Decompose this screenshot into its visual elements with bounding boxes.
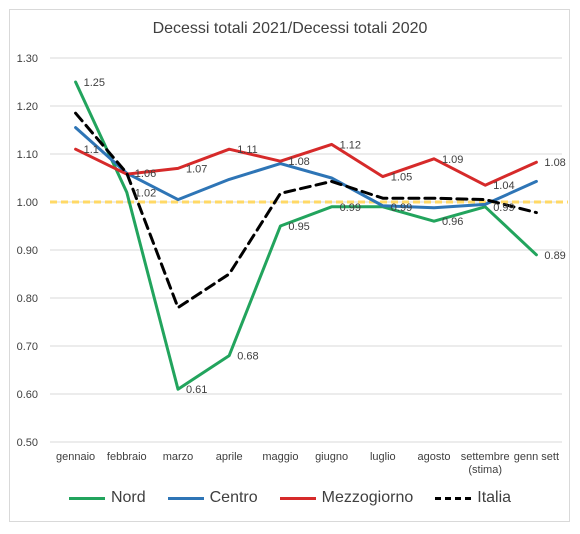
data-label-mezzogiorno: 1.07 (186, 163, 207, 175)
series-line-centro (74, 126, 538, 210)
y-tick-label: 0.50 (17, 437, 38, 449)
y-tick-label: 0.80 (17, 293, 38, 305)
legend-item-mezzogiorno: Mezzogiorno (279, 489, 414, 507)
data-label-nord: 1.02 (135, 187, 156, 199)
data-label-nord: 0.96 (442, 216, 463, 228)
data-label-mezzogiorno: 1.12 (340, 139, 361, 151)
x-tick-label: marzo (163, 451, 194, 463)
data-label-nord: 0.99 (493, 202, 514, 214)
series-line-nord (74, 80, 538, 391)
legend-item-italia: Italia (435, 489, 511, 507)
data-label-nord: 0.89 (544, 250, 565, 262)
legend-swatch (167, 496, 204, 500)
x-tick-label: settembre (461, 451, 510, 463)
data-label-nord: 0.61 (186, 384, 207, 396)
data-label-nord: 0.99 (340, 202, 361, 214)
x-tick-label: gennaio (56, 451, 95, 463)
chart-title: Decessi totali 2021/Decessi totali 2020 (152, 20, 428, 37)
series-line-italia (74, 111, 538, 310)
y-tick-label: 1.20 (17, 101, 38, 113)
x-tick-label: giugno (315, 451, 348, 463)
legend-swatch (279, 496, 316, 500)
x-tick-label: genn sett (514, 451, 559, 463)
chart-frame (9, 9, 570, 522)
legend-swatch (68, 496, 105, 500)
y-tick-label: 0.60 (17, 389, 38, 401)
data-label-mezzogiorno: 1.09 (442, 154, 463, 166)
legend-swatch (435, 496, 472, 500)
data-label-mezzogiorno: 1.04 (493, 180, 514, 192)
y-tick-label: 1.00 (17, 197, 38, 209)
y-tick-label: 0.70 (17, 341, 38, 353)
x-tick-label: aprile (216, 451, 243, 463)
series-line-mezzogiorno (74, 142, 538, 187)
data-label-nord: 0.95 (288, 221, 309, 233)
y-tick-label: 1.10 (17, 149, 38, 161)
data-label-mezzogiorno: 1.08 (544, 157, 565, 169)
legend-item-centro: Centro (167, 489, 258, 507)
x-tick-label: agosto (417, 451, 450, 463)
legend-label: Nord (110, 489, 146, 506)
data-label-mezzogiorno: 1.05 (391, 172, 412, 184)
data-label-nord: 0.99 (391, 202, 412, 214)
x-tick-sublabel: (stima) (468, 464, 502, 476)
data-label-mezzogiorno: 1.08 (288, 156, 309, 168)
data-label-mezzogiorno: 1.1 (84, 144, 99, 156)
x-tick-label: febbraio (107, 451, 147, 463)
data-label-mezzogiorno: 1.11 (237, 144, 258, 156)
chart-legend: Nord Centro Mezzogiorno Italia (0, 487, 580, 509)
y-tick-label: 1.30 (17, 53, 38, 65)
legend-label: Mezzogiorno (321, 489, 414, 506)
legend-label: Centro (209, 489, 258, 506)
data-label-nord: 1.25 (84, 77, 105, 89)
legend-item-nord: Nord (68, 489, 146, 507)
x-tick-label: maggio (262, 451, 298, 463)
y-tick-label: 0.90 (17, 245, 38, 257)
legend-label: Italia (477, 489, 512, 506)
data-label-centro: 1.06 (135, 168, 156, 180)
data-label-nord: 0.68 (237, 351, 258, 363)
x-tick-label: luglio (370, 451, 396, 463)
